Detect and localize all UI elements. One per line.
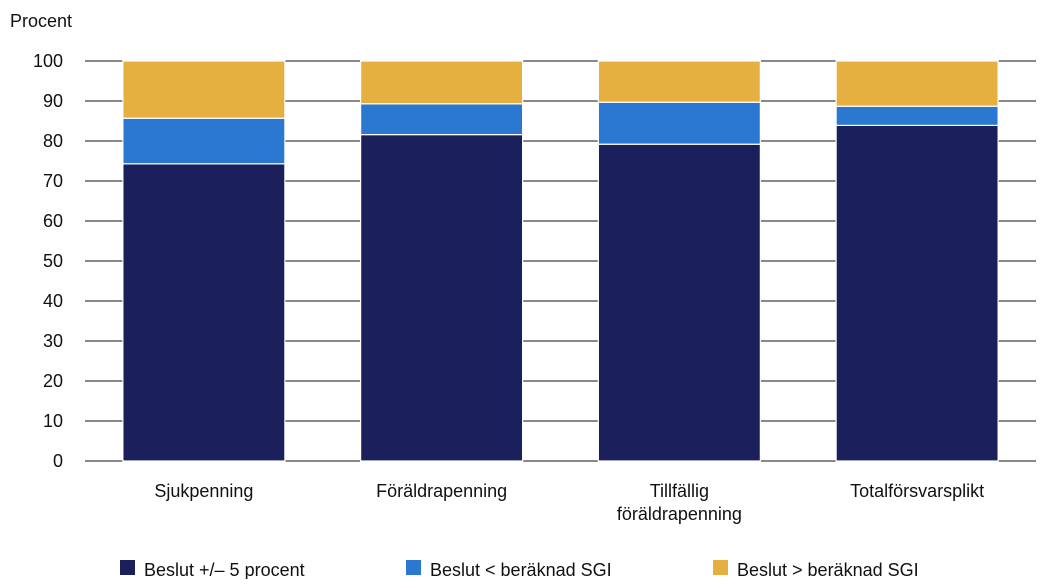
- legend-swatch: [406, 560, 421, 575]
- y-axis-label: Procent: [10, 11, 72, 31]
- y-tick-label: 40: [43, 291, 63, 311]
- bar-segment: [835, 60, 999, 107]
- x-tick-label: Totalförsvarsplikt: [850, 481, 984, 501]
- y-tick-label: 0: [53, 451, 63, 471]
- legend: Beslut +/– 5 procent Beslut < beräknad SG…: [120, 560, 919, 580]
- bar-segment: [360, 60, 524, 105]
- bar-segment: [122, 117, 286, 165]
- x-tick-label: föräldrapenning: [617, 504, 742, 524]
- legend-swatch: [120, 560, 135, 575]
- bar-segment: [597, 101, 761, 145]
- x-axis-ticks: Sjukpenning Föräldrapenning Tillfällig förä…: [154, 481, 984, 524]
- y-tick-label: 70: [43, 171, 63, 191]
- legend-swatch: [713, 560, 728, 575]
- x-tick-label: Sjukpenning: [154, 481, 253, 501]
- bar-segment: [122, 163, 286, 462]
- y-tick-label: 50: [43, 251, 63, 271]
- bar-segment: [597, 60, 761, 103]
- bar-segment: [122, 60, 286, 119]
- y-tick-label: 80: [43, 131, 63, 151]
- y-tick-label: 30: [43, 331, 63, 351]
- legend-label: Beslut +/– 5 procent: [144, 560, 305, 579]
- y-axis-ticks: 0 10 20 30 40 50 60 70 80 90 100: [33, 51, 63, 471]
- x-tick-label: Föräldrapenning: [376, 481, 507, 501]
- bar-segment: [835, 124, 999, 462]
- bar-segment: [360, 134, 524, 462]
- bars: [122, 60, 999, 462]
- bar-segment: [597, 143, 761, 462]
- legend-label: Beslut > beräknad SGI: [737, 560, 919, 579]
- x-tick-label: Tillfällig: [650, 481, 709, 501]
- y-tick-label: 90: [43, 91, 63, 111]
- y-tick-label: 60: [43, 211, 63, 231]
- y-tick-label: 20: [43, 371, 63, 391]
- y-tick-label: 100: [33, 51, 63, 71]
- legend-label: Beslut < beräknad SGI: [430, 560, 612, 579]
- bar-segment: [360, 103, 524, 136]
- y-tick-label: 10: [43, 411, 63, 431]
- bar-segment: [835, 105, 999, 126]
